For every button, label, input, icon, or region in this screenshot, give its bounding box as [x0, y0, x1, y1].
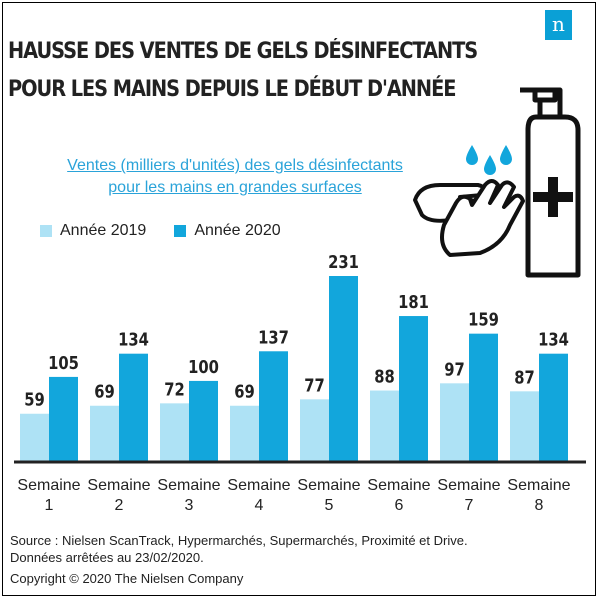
bar-2019-semaine-1 — [20, 413, 49, 461]
tick-label-semaine-2-word: Semaine — [87, 477, 150, 494]
source-line-2: Données arrêtées au 23/02/2020. — [10, 550, 204, 565]
data-label-2020-semaine-2: 134 — [118, 329, 149, 350]
sanitizer-illustration — [413, 87, 581, 278]
bar-2019-semaine-3 — [160, 403, 189, 461]
data-label-2019-semaine-2: 69 — [94, 381, 115, 402]
data-label-2020-semaine-8: 134 — [538, 329, 569, 350]
data-label-2020-semaine-7: 159 — [468, 309, 499, 330]
legend-swatch-2019 — [40, 225, 52, 237]
data-label-2020-semaine-4: 137 — [258, 327, 289, 348]
subtitle-line-2: pour les mains en grandes surfaces — [108, 179, 362, 196]
data-label-2020-semaine-6: 181 — [398, 292, 429, 313]
legend-label-2020: Année 2020 — [194, 222, 281, 239]
chart-legend: Année 2019 Année 2020 — [40, 222, 309, 240]
tick-label-semaine-6-word: Semaine — [367, 477, 430, 494]
data-label-2019-semaine-3: 72 — [164, 379, 185, 400]
data-label-2020-semaine-1: 105 — [48, 353, 79, 374]
bar-2019-semaine-4 — [230, 405, 259, 461]
bar-2019-semaine-2 — [90, 405, 119, 461]
data-label-2019-semaine-4: 69 — [234, 381, 255, 402]
copyright: Copyright © 2020 The Nielsen Company — [10, 571, 244, 586]
bar-2020-semaine-5 — [329, 276, 358, 461]
tick-label-semaine-6-number: 6 — [395, 497, 404, 514]
page-title: HAUSSE DES VENTES DE GELS DÉSINFECTANTS … — [8, 33, 478, 109]
bar-2020-semaine-8 — [539, 353, 568, 461]
bar-2019-semaine-5 — [300, 399, 329, 461]
data-label-2019-semaine-5: 77 — [304, 375, 325, 396]
tick-label-semaine-7-word: Semaine — [437, 477, 500, 494]
data-label-2019-semaine-1: 59 — [24, 389, 45, 410]
bar-2020-semaine-1 — [49, 376, 78, 461]
nielsen-logo: n — [545, 10, 572, 40]
bar-2020-semaine-2 — [119, 353, 148, 461]
legend-label-2019: Année 2019 — [60, 222, 147, 239]
tick-label-semaine-4-number: 4 — [255, 497, 264, 514]
source-line-1: Source : Nielsen ScanTrack, Hypermarchés… — [10, 533, 468, 548]
bar-2019-semaine-8 — [510, 391, 539, 461]
data-label-2020-semaine-5: 231 — [328, 252, 359, 273]
bar-2020-semaine-3 — [189, 380, 218, 461]
bar-2019-semaine-6 — [370, 390, 399, 461]
tick-label-semaine-4-word: Semaine — [227, 477, 290, 494]
subtitle-line-1: Ventes (milliers d'unités) des gels dési… — [67, 157, 403, 174]
tick-label-semaine-1-number: 1 — [45, 497, 54, 514]
tick-label-semaine-8-number: 8 — [535, 497, 544, 514]
bar-2020-semaine-4 — [259, 351, 288, 461]
water-drops-icon — [466, 145, 512, 175]
title-line-2: POUR LES MAINS DEPUIS LE DÉBUT D'ANNÉE — [8, 77, 456, 102]
tick-label-semaine-8-word: Semaine — [507, 477, 570, 494]
tick-label-semaine-2-number: 2 — [115, 497, 124, 514]
tick-label-semaine-3-word: Semaine — [157, 477, 220, 494]
source-note: Source : Nielsen ScanTrack, Hypermarchés… — [10, 532, 468, 566]
tick-label-semaine-1-word: Semaine — [17, 477, 80, 494]
title-line-1: HAUSSE DES VENTES DE GELS DÉSINFECTANTS — [8, 39, 478, 64]
tick-label-semaine-7-number: 7 — [465, 497, 474, 514]
data-label-2019-semaine-8: 87 — [514, 367, 535, 388]
tick-label-semaine-5-number: 5 — [325, 497, 334, 514]
bar-2020-semaine-7 — [469, 333, 498, 461]
legend-item-2019: Année 2019 — [40, 222, 146, 240]
bar-2019-semaine-7 — [440, 383, 469, 461]
tick-label-semaine-3-number: 3 — [185, 497, 194, 514]
chart-subtitle: Ventes (milliers d'unités) des gels dési… — [25, 155, 445, 199]
logo-letter: n — [552, 12, 565, 36]
data-label-2019-semaine-7: 97 — [444, 359, 465, 380]
data-label-2019-semaine-6: 88 — [374, 366, 395, 387]
washing-hands-icon — [413, 179, 525, 257]
medical-cross-icon — [533, 177, 573, 217]
bar-2020-semaine-6 — [399, 316, 428, 461]
legend-item-2020: Année 2020 — [174, 222, 281, 240]
legend-swatch-2020 — [174, 225, 187, 237]
data-label-2020-semaine-3: 100 — [188, 357, 219, 378]
tick-label-semaine-5-word: Semaine — [297, 477, 360, 494]
